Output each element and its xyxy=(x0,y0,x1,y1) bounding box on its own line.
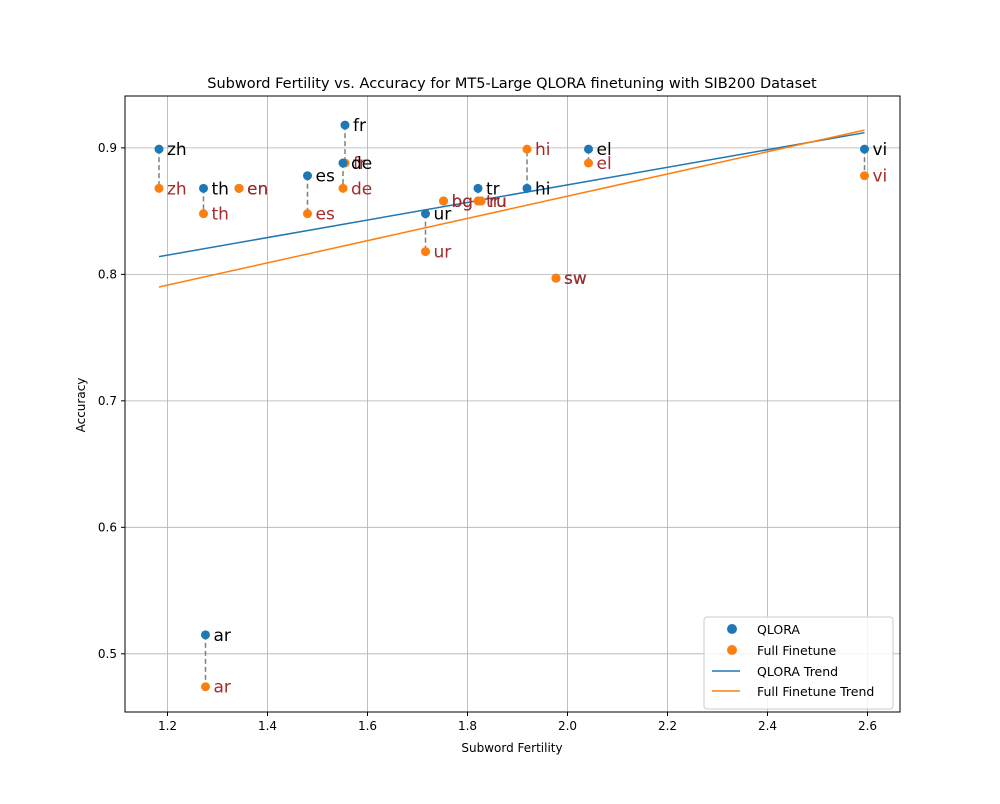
qlora-label-sw: sw xyxy=(564,269,587,289)
full-finetune-label-ru: ru xyxy=(489,192,507,212)
legend-marker-qlora xyxy=(727,624,737,634)
chart-title: Subword Fertility vs. Accuracy for MT5-L… xyxy=(207,76,817,92)
full-finetune-point-hi xyxy=(522,144,532,154)
y-axis-label: Accuracy xyxy=(74,378,88,433)
x-tick-label: 1.6 xyxy=(358,719,377,733)
qlora-label-ar: ar xyxy=(214,626,231,646)
axis-ticks: 1.2 1.4 1.6 1.8 2.0 2.2 2.4 2.6 0.5 0.6 0.7 0.8 0.9 xyxy=(98,141,877,733)
legend-label-qlora: QLORA xyxy=(757,622,800,637)
qlora-point-ur xyxy=(421,209,430,219)
full-finetune-label-es: es xyxy=(316,205,335,225)
qlora-label-zh: zh xyxy=(167,140,187,160)
legend-label-full-finetune: Full Finetune xyxy=(757,643,836,658)
y-tick-label: 0.9 xyxy=(98,141,117,155)
full-finetune-trend-line xyxy=(158,129,865,288)
y-tick-label: 0.6 xyxy=(98,520,117,534)
full-finetune-point-ar xyxy=(201,682,210,692)
legend-marker-full-finetune xyxy=(727,645,737,655)
qlora-point-tr xyxy=(473,183,483,193)
full-finetune-label-de: de xyxy=(351,179,372,199)
full-finetune-point-th xyxy=(199,209,208,219)
full-finetune-point-vi xyxy=(860,171,869,181)
full-finetune-point-es xyxy=(303,209,312,219)
full-finetune-label-bg: bg xyxy=(452,192,474,212)
qlora-label-es: es xyxy=(316,167,335,187)
full-finetune-label-th: th xyxy=(212,205,229,225)
full-finetune-label-hi: hi xyxy=(535,140,551,160)
qlora-point-ar xyxy=(201,630,210,640)
legend-label-qlora-trend: QLORA Trend xyxy=(757,664,838,679)
data-points xyxy=(154,120,869,692)
x-tick-label: 1.8 xyxy=(458,719,477,733)
full-finetune-label-vi: vi xyxy=(873,167,888,187)
qlora-trend-line xyxy=(158,131,865,258)
legend-box xyxy=(703,616,894,710)
qlora-point-vi xyxy=(860,144,869,154)
full-finetune-label-fr: fr xyxy=(353,154,366,174)
full-finetune-label-tr: tr xyxy=(486,192,500,212)
qlora-point-es xyxy=(303,171,312,181)
full-finetune-label-el: el xyxy=(597,154,612,174)
x-axis-label: Subword Fertility xyxy=(461,741,562,755)
qlora-label-ur: ur xyxy=(434,205,452,225)
qlora-label-bg: bg xyxy=(452,192,474,212)
x-tick-label: 2.0 xyxy=(558,719,577,733)
qlora-label-th: th xyxy=(212,179,229,199)
qlora-label-en: en xyxy=(247,179,268,199)
qlora-point-th xyxy=(199,183,208,193)
full-finetune-point-sw xyxy=(551,273,561,283)
qlora-label-ru: ru xyxy=(489,192,507,212)
qlora-label-tr: tr xyxy=(486,179,500,199)
full-finetune-label-ar: ar xyxy=(214,678,231,698)
full-finetune-label-sw: sw xyxy=(564,269,587,289)
qlora-label-el: el xyxy=(597,140,612,160)
x-tick-label: 2.4 xyxy=(758,719,777,733)
full-finetune-point-de xyxy=(338,183,348,193)
y-tick-label: 0.5 xyxy=(98,647,117,661)
qlora-label-de: de xyxy=(351,154,372,174)
full-finetune-point-zh xyxy=(154,183,164,193)
qlora-point-de xyxy=(338,158,348,168)
legend-label-full-finetune-trend: Full Finetune Trend xyxy=(757,684,874,699)
full-finetune-point-ru xyxy=(476,196,486,206)
x-tick-label: 1.4 xyxy=(258,719,277,733)
trend-lines xyxy=(158,129,865,288)
qlora-point-zh xyxy=(154,144,164,154)
full-finetune-point-en xyxy=(234,183,244,193)
full-finetune-point-ur xyxy=(421,247,430,257)
qlora-point-el xyxy=(584,144,593,154)
qlora-point-fr xyxy=(340,120,350,130)
full-finetune-label-ur: ur xyxy=(434,243,452,263)
x-tick-label: 1.2 xyxy=(158,719,177,733)
legend: QLORA Full Finetune QLORA Trend Full Fin… xyxy=(703,616,894,710)
qlora-label-fr: fr xyxy=(353,116,366,136)
grid xyxy=(125,96,900,712)
qlora-label-vi: vi xyxy=(873,140,888,160)
full-finetune-point-bg xyxy=(439,196,448,206)
y-tick-label: 0.7 xyxy=(98,394,117,408)
qlora-point-hi xyxy=(522,183,532,193)
full-finetune-label-zh: zh xyxy=(167,179,187,199)
full-finetune-label-en: en xyxy=(247,179,268,199)
plot-frame xyxy=(124,95,901,713)
full-finetune-point-el xyxy=(584,158,593,168)
qlora-label-hi: hi xyxy=(535,179,551,199)
y-tick-label: 0.8 xyxy=(98,267,117,281)
x-tick-label: 2.2 xyxy=(658,719,677,733)
x-tick-label: 2.6 xyxy=(858,719,877,733)
